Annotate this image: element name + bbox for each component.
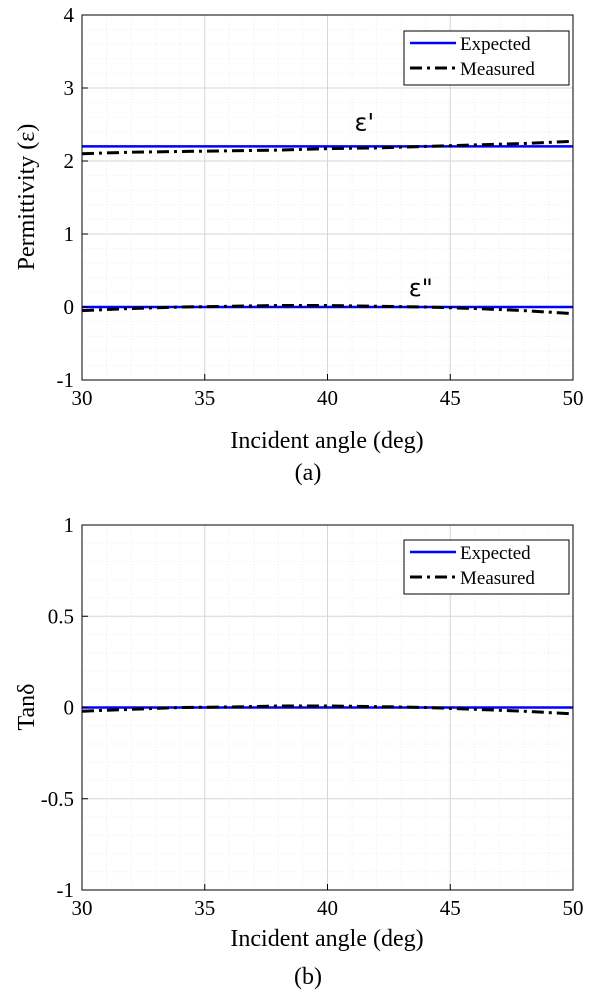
y-tick-label: -1 — [57, 368, 75, 392]
series-line-measured — [81, 139, 574, 156]
x-axis-label: Incident angle (deg) — [230, 428, 423, 454]
y-axis-label: Permittivity (ε) — [14, 124, 40, 271]
y-tick-label: 0.5 — [48, 604, 74, 628]
legend-box — [403, 539, 570, 595]
x-tick-label: 30 — [72, 896, 93, 920]
caption: (b) — [294, 964, 322, 990]
y-tick-label: 3 — [64, 76, 75, 100]
y-tick-label: 1 — [64, 222, 75, 246]
caption: (a) — [295, 460, 322, 486]
series-line-measured — [81, 704, 574, 716]
y-tick-label: 0 — [64, 295, 75, 319]
legend-label: Expected — [460, 34, 531, 55]
y-tick-label: -1 — [57, 878, 75, 902]
series-group — [81, 139, 574, 316]
x-tick-label: 50 — [563, 896, 584, 920]
y-tick-label: 1 — [64, 513, 75, 537]
y-tick-label: -0.5 — [41, 787, 74, 811]
legend: Expected Measured — [403, 30, 570, 86]
x-axis-label: Incident angle (deg) — [230, 926, 423, 952]
annotation-label: ε' — [355, 108, 375, 136]
tick-group: 30 35 40 45 50 -1 -0.5 0 0.5 1 — [41, 513, 584, 920]
y-tick-label: 0 — [64, 696, 75, 720]
legend-label: Expected — [460, 543, 531, 564]
x-tick-label: 40 — [317, 386, 338, 410]
series-group — [81, 704, 574, 716]
y-tick-label: 4 — [64, 3, 75, 27]
x-tick-label: 35 — [194, 896, 215, 920]
x-tick-label: 40 — [317, 896, 338, 920]
legend-box — [403, 30, 570, 86]
tan-delta-chart: 30 35 40 45 50 -1 -0.5 0 0.5 1 Expected Measured I… — [14, 513, 584, 990]
legend-label: Measured — [460, 568, 535, 589]
x-tick-label: 45 — [440, 896, 461, 920]
series-line-measured — [81, 304, 574, 316]
annotation-label: ε" — [409, 274, 433, 302]
x-tick-label: 30 — [72, 386, 93, 410]
x-tick-label: 45 — [440, 386, 461, 410]
y-tick-label: 2 — [64, 149, 75, 173]
tick-group: 30 35 40 45 50 -1 0 1 2 3 4 — [57, 3, 584, 410]
legend: Expected Measured — [403, 539, 570, 595]
y-axis-label: Tanδ — [14, 684, 40, 731]
legend-label: Measured — [460, 59, 535, 80]
x-tick-label: 50 — [563, 386, 584, 410]
x-tick-label: 35 — [194, 386, 215, 410]
annotation-group: ε' ε" — [355, 108, 433, 302]
